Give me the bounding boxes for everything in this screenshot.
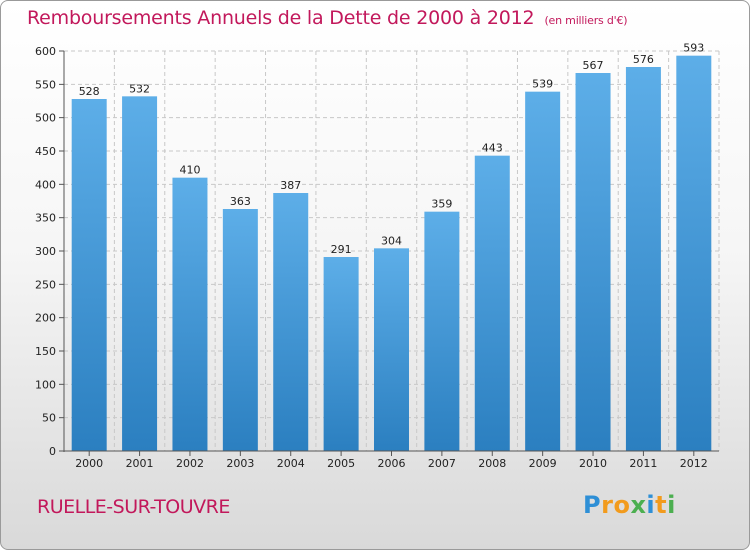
logo-letter: o [613,491,631,519]
x-tick-label: 2000 [75,457,103,470]
data-label: 304 [381,234,402,247]
chart-title: Remboursements Annuels de la Dette de 20… [27,7,628,29]
y-tick-label: 500 [35,112,56,125]
data-label: 291 [331,243,352,256]
grid-layer [63,50,720,452]
bar [71,99,107,451]
commune-name: RUELLE-SUR-TOUVRE [37,496,230,518]
x-tick-label: 2009 [529,457,557,470]
x-tick-label: 2007 [428,457,456,470]
x-tick-label: 2001 [126,457,154,470]
x-tick-label: 2011 [629,457,657,470]
y-tick-label: 350 [35,212,56,225]
bar [323,257,359,451]
bar [374,248,409,451]
chart-title-main: Remboursements Annuels de la Dette de 20… [27,7,535,29]
x-tick-label: 2010 [579,457,607,470]
data-label: 363 [230,195,251,208]
data-label: 443 [482,142,503,155]
bar [273,193,309,451]
x-tick-label: 2002 [176,457,204,470]
data-label: 567 [583,59,604,72]
data-label: 593 [683,42,704,55]
proxiti-logo: Proxiti [583,491,676,519]
data-label: 387 [280,179,301,192]
logo-letter: P [583,491,602,519]
y-tick-label: 400 [35,178,56,191]
y-tick-label: 300 [35,245,56,258]
y-tick-label: 50 [42,412,56,425]
y-tick-label: 200 [35,312,56,325]
bar [222,209,258,451]
y-tick-label: 150 [35,345,56,358]
x-tick-label: 2006 [378,457,406,470]
axis-layer: 0 50 100 150 200 250 300 350 400 450 500 550 600 2000… [35,45,719,470]
bar [676,55,712,452]
data-label: 528 [79,85,100,98]
chart-title-unit: (en milliers d'€) [544,14,628,27]
bar [424,211,460,451]
x-tick-label: 2003 [226,457,254,470]
label-layer: 528 532 410 363 387 291 304 359 443 539 567 576 593 [79,42,705,256]
y-tick-label: 550 [35,78,56,91]
bar [122,96,158,451]
x-tick-label: 2005 [327,457,355,470]
logo-letter: t [655,491,668,519]
data-label: 532 [129,82,150,95]
x-tick-label: 2008 [478,457,506,470]
bar-layer [71,55,712,452]
bar [525,91,561,452]
y-tick-label: 0 [49,445,56,458]
data-label: 539 [532,78,553,91]
data-label: 359 [431,198,452,211]
logo-letter: r [601,491,614,519]
logo-letter: i [667,491,676,519]
y-tick-label: 250 [35,278,56,291]
y-tick-label: 600 [35,45,56,58]
bar [575,73,611,451]
x-tick-label: 2004 [277,457,305,470]
logo-letter: i [646,491,656,519]
data-label: 576 [633,53,654,66]
bar [474,155,510,451]
x-tick-label: 2012 [680,457,708,470]
bar [625,67,661,451]
y-tick-label: 450 [35,145,56,158]
logo-letter: x [630,491,647,519]
data-label: 410 [179,164,200,177]
bar [172,177,208,451]
y-tick-label: 100 [35,378,56,391]
